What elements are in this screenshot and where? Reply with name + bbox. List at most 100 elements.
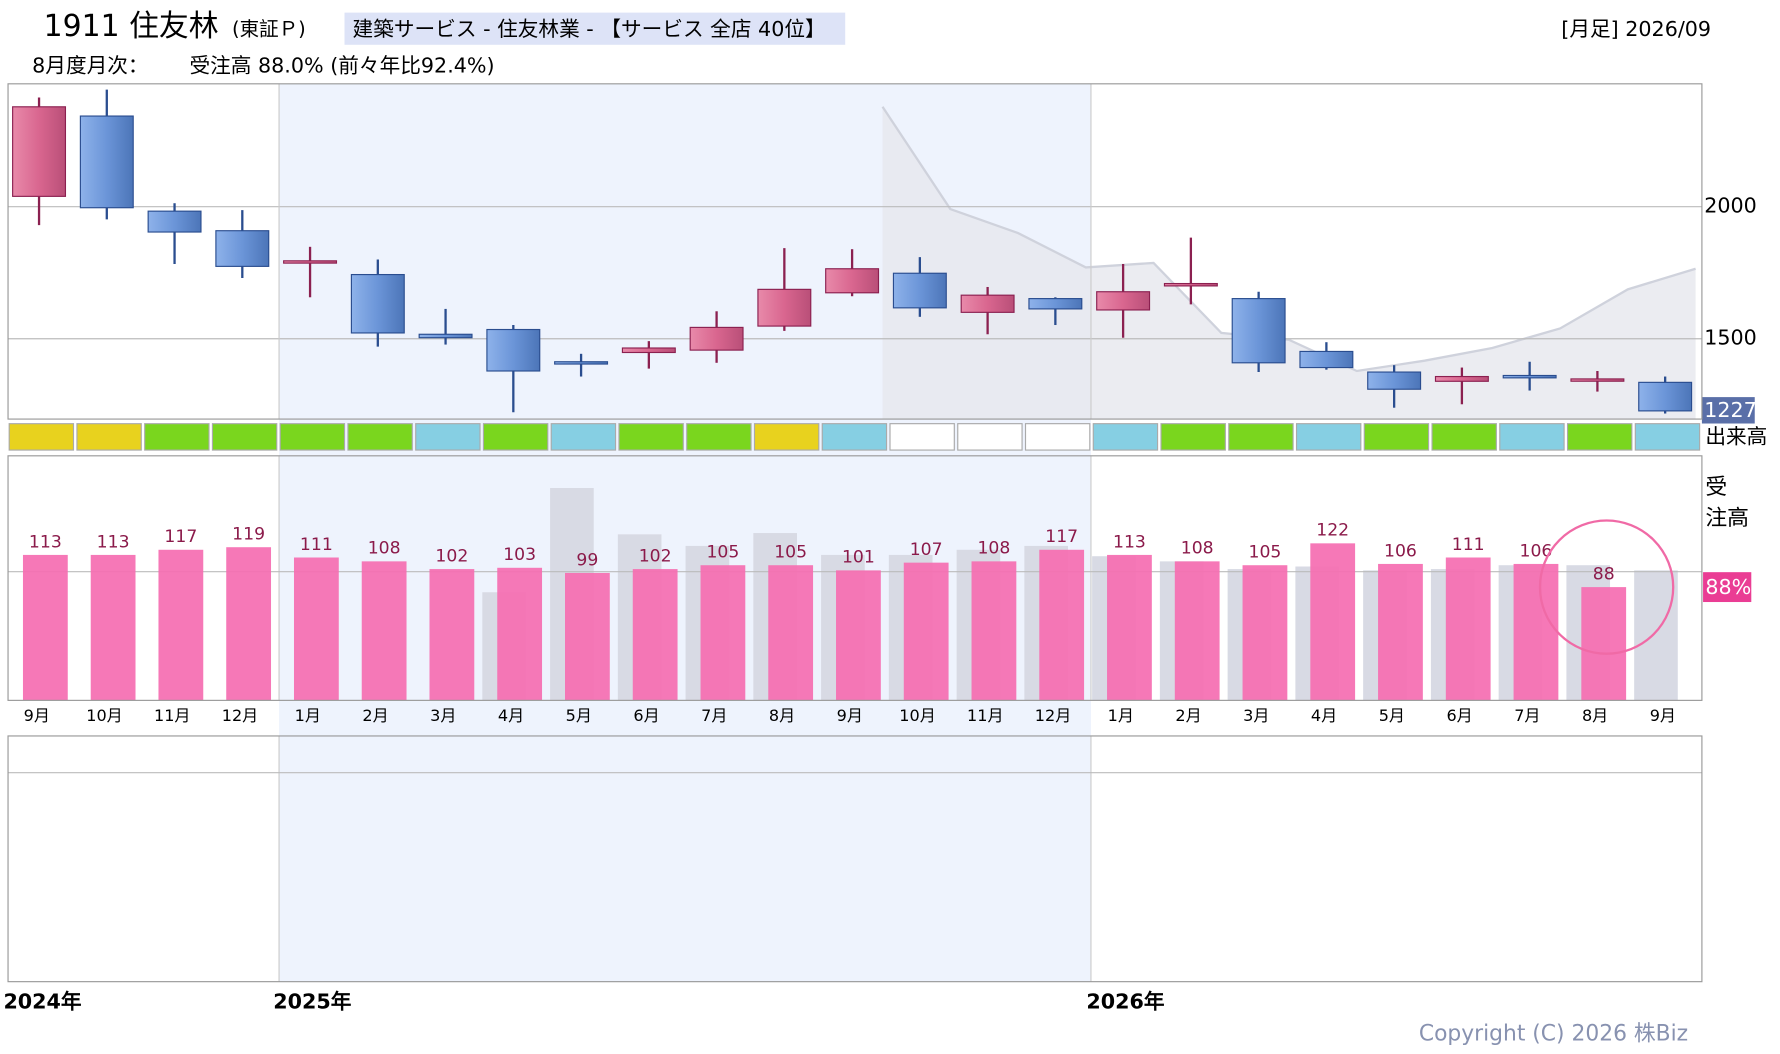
candle-body (486, 328, 541, 372)
bar-label: 88 (1593, 564, 1615, 584)
volume-cell (8, 423, 75, 451)
x-tick-label: 8月 (769, 706, 795, 725)
volume-cell (482, 423, 549, 451)
volume-cell (1566, 423, 1633, 451)
volume-cell (618, 423, 684, 451)
volume-cell (211, 423, 278, 451)
bar-label: 122 (1316, 521, 1349, 541)
bar-label: 106 (1520, 541, 1553, 561)
candle-body (1570, 378, 1625, 382)
x-tick-label: 6月 (633, 706, 659, 725)
candle-body (1028, 298, 1083, 310)
bar-label: 103 (503, 545, 536, 565)
candle-body (1163, 282, 1218, 287)
candle-body (1638, 381, 1693, 412)
x-tick-label: 3月 (430, 706, 456, 725)
bar (293, 557, 339, 701)
trend-line (881, 106, 1696, 373)
bar-label: 108 (1181, 539, 1214, 559)
bar-label: 105 (706, 543, 739, 563)
x-tick-label: 9月 (24, 706, 50, 725)
bar (226, 547, 272, 701)
bar (971, 561, 1017, 701)
bar (632, 569, 678, 701)
candle-body (1367, 371, 1422, 390)
x-tick-label: 6月 (1446, 706, 1472, 725)
panel-frame (7, 83, 1703, 420)
volume-cell (76, 423, 142, 451)
bar (1174, 561, 1220, 701)
x-tick-label: 2月 (362, 706, 388, 725)
monthly-label: 8月度月次： (32, 54, 148, 78)
x-tick-label: 11月 (154, 706, 191, 725)
bar-label: 106 (1384, 541, 1417, 561)
bar (1242, 565, 1288, 701)
bar-label: 111 (1452, 535, 1485, 555)
year-label: 2026年 (1086, 989, 1164, 1013)
last-price: 1227 (1704, 398, 1757, 422)
volume-cell (889, 423, 955, 451)
year-label: 2025年 (273, 989, 351, 1013)
volume-cell (1092, 423, 1159, 451)
candle-body (825, 268, 880, 294)
bar-label: 101 (842, 548, 875, 568)
highlight-circle (1538, 519, 1675, 655)
x-tick-label: 11月 (967, 706, 1004, 725)
candle-body (147, 210, 202, 233)
volume-cell (1024, 423, 1091, 451)
year-label: 2024年 (3, 989, 81, 1013)
x-tick-label: 3月 (1243, 706, 1269, 725)
x-tick-label: 12月 (222, 706, 259, 725)
bar (768, 565, 814, 701)
volume-cell (1634, 423, 1701, 451)
candle-body (215, 230, 270, 267)
bar (90, 554, 136, 701)
candle-body (1502, 374, 1557, 379)
sector-highlight (344, 12, 846, 45)
market: (東証Ｐ) (232, 17, 306, 40)
y-tick-label: 2000 (1704, 194, 1757, 218)
bar-label: 113 (29, 532, 62, 552)
code-name: 1911 住友林 (44, 9, 219, 44)
bar (429, 569, 475, 701)
volume-cell (1160, 423, 1226, 451)
volume-cell (1499, 423, 1565, 451)
x-tick-label: 9月 (1650, 706, 1676, 725)
bar (565, 572, 610, 701)
bar (1039, 549, 1085, 701)
x-tick-label: 4月 (1311, 706, 1337, 725)
bar-label: 111 (300, 535, 333, 555)
x-tick-label: 7月 (1514, 706, 1540, 725)
x-tick-label: 4月 (498, 706, 524, 725)
volume-cell (1363, 423, 1430, 451)
candle-body (1299, 350, 1354, 369)
copyright: Copyright (C) 2026 株Biz (1419, 1021, 1688, 1046)
candle-body (350, 273, 405, 334)
bar (1445, 557, 1491, 701)
volume-cell (144, 423, 210, 451)
x-tick-label: 1月 (1108, 706, 1134, 725)
bar-label: 105 (774, 543, 807, 563)
candle-body (554, 361, 609, 365)
bar (836, 570, 881, 701)
x-tick-label: 7月 (701, 706, 727, 725)
volume-cell (1295, 423, 1362, 451)
bar-label: 113 (97, 532, 130, 552)
last-label-box (1703, 572, 1752, 603)
prev-bar (1634, 570, 1678, 701)
bar-label: 107 (910, 540, 943, 560)
volume-cell (753, 423, 820, 451)
sector: 建築サービス - 住友林業 - 【サービス 全店 40位】 (353, 17, 826, 41)
candle-body (1434, 375, 1489, 382)
x-tick-label: 10月 (86, 706, 123, 725)
x-tick-label: 12月 (1035, 706, 1072, 725)
bar-label: 105 (1249, 543, 1282, 563)
bar-label: 117 (164, 527, 197, 547)
volume-cell (821, 423, 888, 451)
last-label: 88% (1705, 575, 1751, 599)
x-tick-label: 1月 (295, 706, 321, 725)
bar-label: 108 (368, 539, 401, 559)
bar (361, 561, 407, 701)
volume-cell (957, 423, 1023, 451)
